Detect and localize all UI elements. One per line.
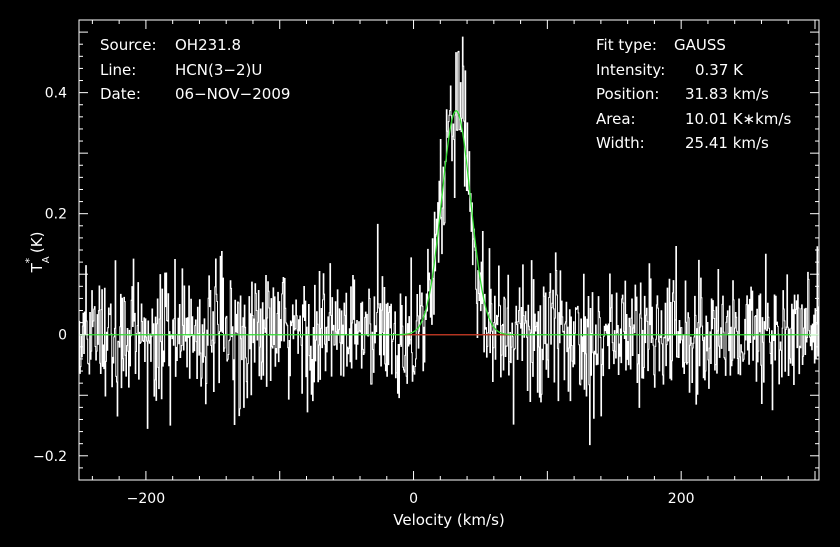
x-axis-label: Velocity (km/s) bbox=[393, 511, 504, 529]
position-label: Position: bbox=[596, 85, 659, 103]
gaussian-fit-curve bbox=[396, 110, 516, 336]
date-label: Date: bbox=[100, 85, 141, 103]
source-value: OH231.8 bbox=[175, 36, 241, 54]
y-tick-label: 0 bbox=[58, 328, 67, 344]
line-value: HCN(3−2)U bbox=[175, 61, 262, 79]
fit-type-value: GAUSS bbox=[674, 36, 726, 54]
fit-results: Fit type: GAUSS Intensity: 0.37 K Positi… bbox=[596, 36, 791, 152]
y-axis-label-main: T bbox=[28, 262, 46, 273]
x-tick-labels: −200 0 200 bbox=[127, 491, 695, 507]
y-axis-label: TA * (K) bbox=[23, 232, 52, 274]
y-axis-label-text: TA * (K) bbox=[23, 232, 52, 274]
date-value: 06−NOV−2009 bbox=[175, 85, 290, 103]
axis-ticks bbox=[79, 20, 819, 480]
y-axis-label-superscript: * bbox=[23, 257, 36, 263]
area-value: 10.01 K∗km/s bbox=[685, 110, 791, 128]
y-axis-label-unit: (K) bbox=[28, 232, 46, 258]
spectrum-trace bbox=[79, 36, 820, 446]
fit-type-label: Fit type: bbox=[596, 36, 657, 54]
y-tick-label: 0.4 bbox=[45, 86, 67, 102]
gaussian-fit-layer bbox=[79, 110, 819, 336]
x-tick-label: 200 bbox=[668, 491, 695, 507]
y-axis-label-subscript: A bbox=[41, 256, 52, 263]
source-label: Source: bbox=[100, 36, 157, 54]
width-value: 25.41 km/s bbox=[685, 134, 769, 152]
x-tick-label: −200 bbox=[127, 491, 165, 507]
area-label: Area: bbox=[596, 110, 636, 128]
intensity-value: 0.37 K bbox=[695, 61, 744, 79]
intensity-label: Intensity: bbox=[596, 61, 665, 79]
width-label: Width: bbox=[596, 134, 645, 152]
line-label: Line: bbox=[100, 61, 136, 79]
y-tick-labels: −0.2 0 0.2 0.4 bbox=[33, 86, 67, 465]
observation-info: Source: OH231.8 Line: HCN(3−2)U Date: 06… bbox=[100, 36, 290, 103]
y-tick-label: −0.2 bbox=[33, 449, 67, 465]
x-tick-label: 0 bbox=[409, 491, 418, 507]
y-tick-label: 0.2 bbox=[45, 207, 67, 223]
position-value: 31.83 km/s bbox=[685, 85, 769, 103]
spectrum-trace-layer bbox=[79, 36, 820, 446]
